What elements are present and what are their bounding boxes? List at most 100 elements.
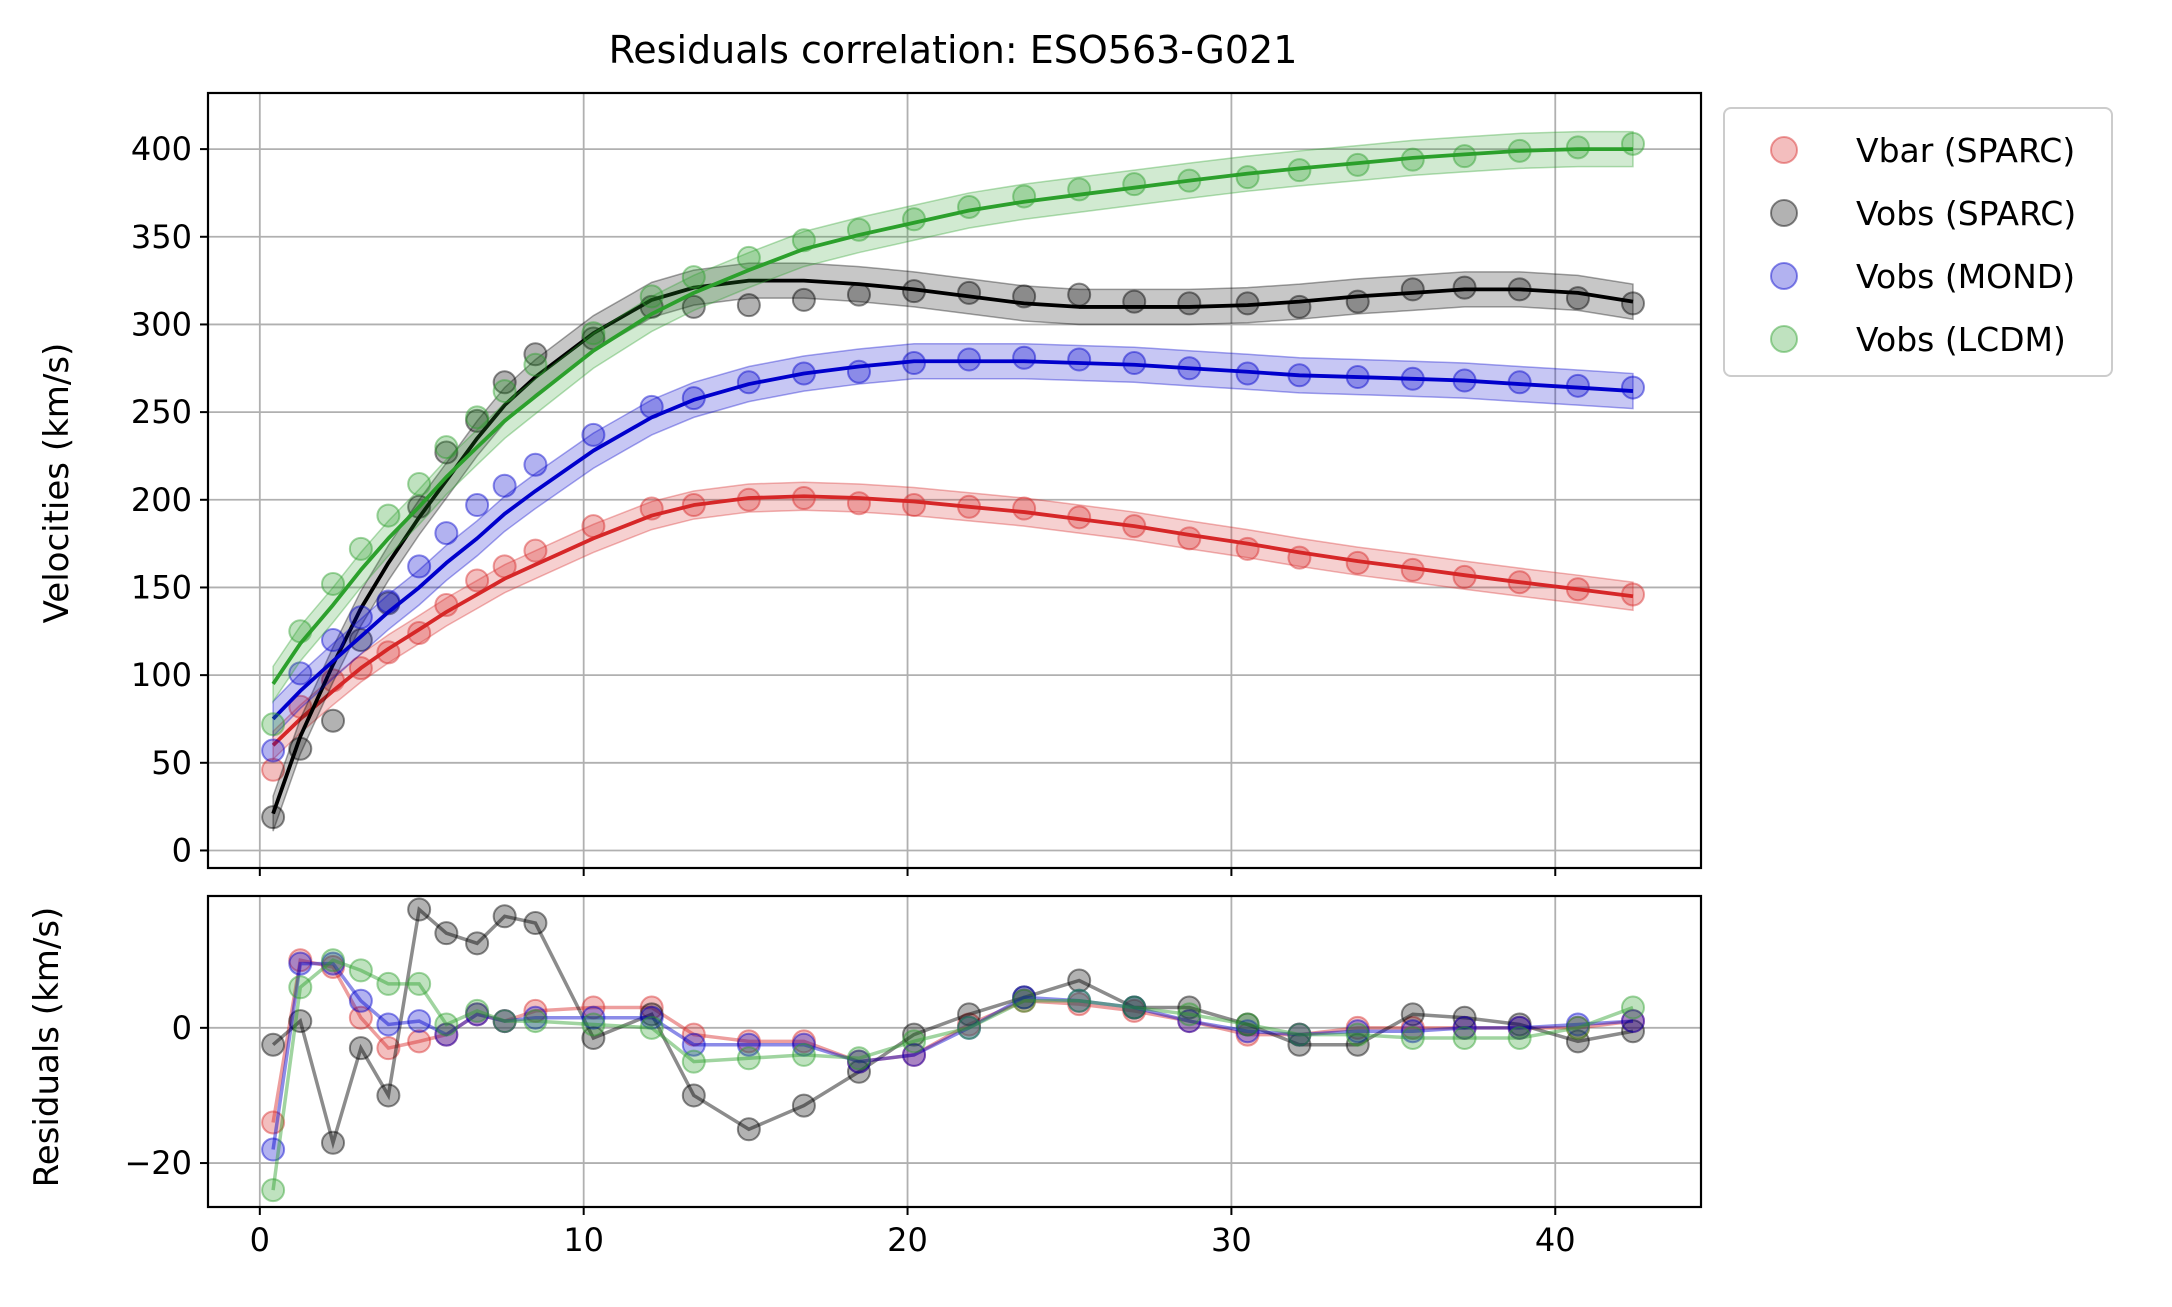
residual-point-vobs-lcdm xyxy=(902,1029,927,1054)
residual-point-vobs-sparc xyxy=(321,1130,346,1155)
residual-point-vbar-sparc xyxy=(957,1012,982,1037)
point-vbar-sparc xyxy=(1345,550,1370,575)
point-vobs-lcdm xyxy=(1400,147,1425,172)
residual-point-vobs-lcdm xyxy=(376,971,401,996)
point-vbar-sparc xyxy=(1235,536,1260,561)
residual-point-vobs-sparc xyxy=(376,1083,401,1108)
point-vbar-sparc xyxy=(1400,557,1425,582)
residual-point-vbar-sparc xyxy=(261,1110,286,1135)
velocity-y-tick-label: 150 xyxy=(131,568,192,606)
point-vobs-lcdm xyxy=(846,217,871,242)
point-vobs-sparc xyxy=(736,293,761,318)
velocity-y-tick-label: 0 xyxy=(172,831,192,869)
residual-point-vobs-mond xyxy=(846,1049,871,1074)
point-vobs-sparc xyxy=(465,408,490,433)
band-vobs-lcdm xyxy=(272,130,1634,704)
point-vobs-lcdm xyxy=(288,619,313,644)
residual-point-vobs-sparc xyxy=(639,1002,664,1027)
point-vbar-sparc xyxy=(1620,582,1645,607)
residual-point-vbar-sparc xyxy=(1452,1015,1477,1040)
fit-line-vobs-mond xyxy=(271,359,1634,721)
point-vobs-sparc xyxy=(1287,294,1312,319)
point-vobs-lcdm xyxy=(736,245,761,270)
legend-box xyxy=(1723,107,2113,377)
residual-point-vobs-lcdm xyxy=(639,1015,664,1040)
residual-point-vobs-sparc xyxy=(957,1002,982,1027)
residual-point-vobs-mond xyxy=(348,988,373,1013)
point-vobs-lcdm xyxy=(376,503,401,528)
point-vobs-mond xyxy=(376,589,401,614)
residual-line-vbar-sparc xyxy=(271,958,1634,1123)
point-vbar-sparc xyxy=(1122,514,1147,539)
point-vbar-sparc xyxy=(523,538,548,563)
point-vobs-mond xyxy=(736,370,761,395)
point-vobs-mond xyxy=(321,628,346,653)
residual-point-vobs-sparc xyxy=(1122,995,1147,1020)
residual-point-vobs-sparc xyxy=(1507,1012,1532,1037)
residual-point-vobs-mond xyxy=(581,1005,606,1030)
residual-point-vobs-lcdm xyxy=(492,1009,517,1034)
point-vbar-sparc xyxy=(1565,577,1590,602)
residual-point-vobs-lcdm xyxy=(407,971,432,996)
residual-point-vobs-sparc xyxy=(1565,1029,1590,1054)
point-vobs-mond xyxy=(407,554,432,579)
point-vbar-sparc xyxy=(434,592,459,617)
residual-point-vobs-mond xyxy=(288,951,313,976)
residual-point-vobs-sparc xyxy=(1235,1012,1260,1037)
point-vobs-lcdm xyxy=(1345,152,1370,177)
residual-point-vobs-mond xyxy=(492,1009,517,1034)
residuals-x-tick-label: 40 xyxy=(1535,1221,1576,1259)
residual-point-vobs-mond xyxy=(791,1032,816,1057)
point-vobs-mond xyxy=(348,605,373,630)
residual-point-vbar-sparc xyxy=(791,1029,816,1054)
residual-point-vobs-lcdm xyxy=(581,1012,606,1037)
point-vbar-sparc xyxy=(581,514,606,539)
point-vobs-sparc xyxy=(791,287,816,312)
residual-point-vobs-lcdm xyxy=(957,1015,982,1040)
residual-point-vbar-sparc xyxy=(321,954,346,979)
residual-point-vobs-mond xyxy=(957,1015,982,1040)
residual-point-vobs-mond xyxy=(1067,988,1092,1013)
point-vobs-lcdm xyxy=(434,435,459,460)
point-vobs-mond xyxy=(492,473,517,498)
legend-label-vobs-sparc: Vobs (SPARC) xyxy=(1856,194,2076,233)
residual-point-vobs-lcdm xyxy=(1012,988,1037,1013)
point-vobs-lcdm xyxy=(1012,184,1037,209)
point-vobs-mond xyxy=(1177,356,1202,381)
point-vbar-sparc xyxy=(376,640,401,665)
residual-point-vbar-sparc xyxy=(1620,1009,1645,1034)
residual-point-vobs-mond xyxy=(1452,1015,1477,1040)
residual-point-vobs-mond xyxy=(1400,1019,1425,1044)
residual-line-vobs-mond xyxy=(271,961,1634,1150)
point-vobs-mond xyxy=(846,359,871,384)
point-vbar-sparc xyxy=(902,493,927,518)
series-vobs-mond xyxy=(261,342,1645,763)
residual-point-vbar-sparc xyxy=(639,995,664,1020)
point-vobs-mond xyxy=(1565,373,1590,398)
point-vbar-sparc xyxy=(1177,526,1202,551)
point-vobs-sparc xyxy=(1400,277,1425,302)
residual-point-vbar-sparc xyxy=(1507,1015,1532,1040)
chart-title: Residuals correlation: ESO563-G021 xyxy=(609,28,1298,72)
point-vobs-lcdm xyxy=(465,405,490,430)
residual-point-vobs-lcdm xyxy=(1287,1022,1312,1047)
legend-label-vobs-lcdm: Vobs (LCDM) xyxy=(1856,320,2066,359)
residual-point-vobs-lcdm xyxy=(681,1049,706,1074)
point-vbar-sparc xyxy=(681,493,706,518)
residual-point-vbar-sparc xyxy=(523,998,548,1023)
point-vobs-sparc xyxy=(492,370,517,395)
residual-point-vobs-sparc xyxy=(681,1083,706,1108)
point-vbar-sparc xyxy=(1507,570,1532,595)
residual-point-vbar-sparc xyxy=(1067,992,1092,1017)
y-axis-label-residuals: Residuals (km/s) xyxy=(27,907,67,1188)
residual-point-vobs-lcdm xyxy=(1067,988,1092,1013)
series-vobs-sparc xyxy=(261,262,1645,832)
point-vobs-mond xyxy=(523,452,548,477)
residual-point-vobs-mond xyxy=(523,1005,548,1030)
point-vobs-sparc xyxy=(1012,284,1037,309)
point-vbar-sparc xyxy=(736,487,761,512)
residual-point-vobs-lcdm xyxy=(1565,1015,1590,1040)
residual-point-vbar-sparc xyxy=(736,1029,761,1054)
residual-point-vobs-sparc xyxy=(1345,1032,1370,1057)
point-vobs-sparc xyxy=(681,294,706,319)
